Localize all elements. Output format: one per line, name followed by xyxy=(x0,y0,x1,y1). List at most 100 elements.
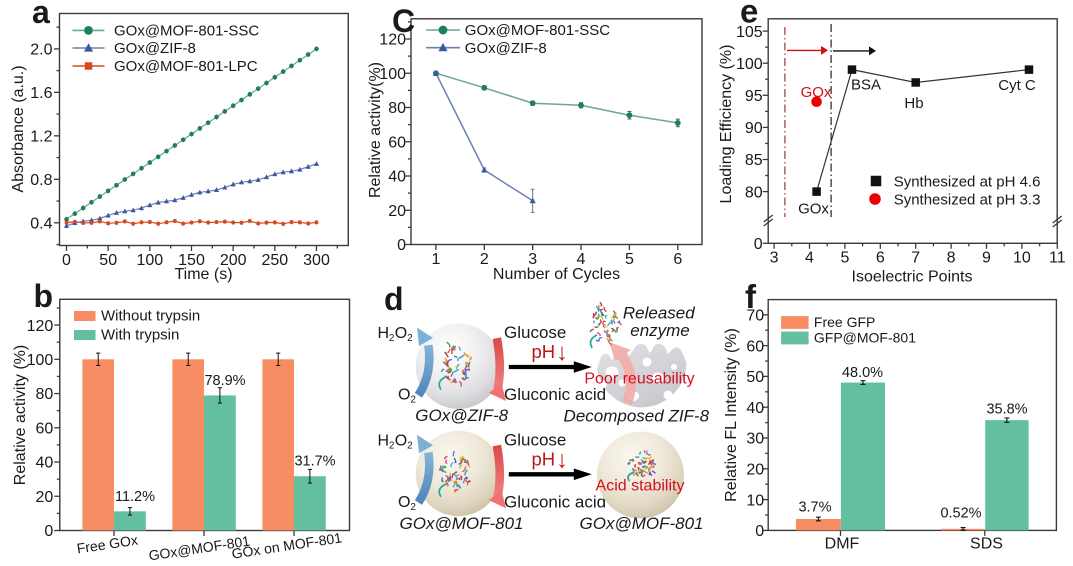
svg-text:0: 0 xyxy=(754,236,763,253)
svg-text:150: 150 xyxy=(178,252,205,269)
svg-text:Hb: Hb xyxy=(904,95,923,112)
svg-text:Number of Cycles: Number of Cycles xyxy=(493,266,620,283)
svg-text:0.4: 0.4 xyxy=(30,216,52,233)
svg-text:GOx@ZIF-8: GOx@ZIF-8 xyxy=(415,406,508,425)
svg-text:Isoelectric Points: Isoelectric Points xyxy=(852,269,973,286)
svg-text:2: 2 xyxy=(410,395,416,406)
svg-text:20: 20 xyxy=(388,203,406,220)
svg-text:10: 10 xyxy=(1013,250,1031,267)
svg-text:100: 100 xyxy=(27,352,54,369)
svg-text:48.0%: 48.0% xyxy=(842,365,883,381)
svg-text:0: 0 xyxy=(62,252,71,269)
svg-text:GOx@MOF-801: GOx@MOF-801 xyxy=(400,514,524,533)
svg-text:4: 4 xyxy=(805,250,814,267)
svg-text:8: 8 xyxy=(947,250,956,267)
svg-text:O: O xyxy=(395,325,407,342)
svg-text:300: 300 xyxy=(303,252,330,269)
svg-text:95: 95 xyxy=(745,88,763,105)
svg-text:2: 2 xyxy=(410,502,416,513)
svg-text:6: 6 xyxy=(876,250,885,267)
svg-text:H: H xyxy=(378,432,390,449)
svg-text:2: 2 xyxy=(389,440,395,451)
svg-text:Gluconic acid: Gluconic acid xyxy=(504,385,606,404)
svg-text:With trypsin: With trypsin xyxy=(101,327,179,344)
svg-text:20: 20 xyxy=(746,462,764,479)
svg-text:Poor reusability: Poor reusability xyxy=(584,371,694,388)
svg-text:GOx: GOx xyxy=(801,84,832,101)
svg-text:Synthesized at pH 3.3: Synthesized at pH 3.3 xyxy=(894,191,1041,208)
svg-text:31.7%: 31.7% xyxy=(294,454,335,470)
svg-text:Absorbance (a.u.): Absorbance (a.u.) xyxy=(10,65,27,192)
svg-text:Free GFP: Free GFP xyxy=(814,314,875,330)
svg-text:0: 0 xyxy=(397,237,406,254)
svg-text:60: 60 xyxy=(388,134,406,151)
svg-text:Released: Released xyxy=(623,304,695,323)
svg-text:105: 105 xyxy=(736,24,763,41)
svg-text:GOx@MOF-801: GOx@MOF-801 xyxy=(580,514,704,533)
svg-text:200: 200 xyxy=(220,252,247,269)
svg-text:1.2: 1.2 xyxy=(30,129,52,146)
svg-text:a: a xyxy=(32,0,50,30)
svg-text:Time (s): Time (s) xyxy=(174,266,232,283)
svg-text:60: 60 xyxy=(36,421,54,438)
svg-text:Gluconic acid: Gluconic acid xyxy=(504,493,606,512)
svg-text:GOx@ZIF-8: GOx@ZIF-8 xyxy=(465,40,547,57)
svg-text:Cyt C: Cyt C xyxy=(998,77,1036,94)
svg-text:b: b xyxy=(34,278,54,314)
svg-text:40: 40 xyxy=(388,169,406,186)
svg-text:90: 90 xyxy=(745,120,763,137)
svg-text:3: 3 xyxy=(528,251,537,268)
svg-text:120: 120 xyxy=(27,318,54,335)
svg-text:2.0: 2.0 xyxy=(30,42,52,59)
svg-text:2: 2 xyxy=(480,251,489,268)
svg-text:SDS: SDS xyxy=(970,536,1003,553)
svg-text:0: 0 xyxy=(44,523,53,540)
svg-text:4: 4 xyxy=(577,251,586,268)
svg-text:GOx: GOx xyxy=(798,201,829,218)
svg-text:1.6: 1.6 xyxy=(30,85,52,102)
svg-text:120: 120 xyxy=(379,32,406,49)
svg-text:100: 100 xyxy=(136,252,163,269)
svg-text:Without trypsin: Without trypsin xyxy=(101,308,200,325)
svg-text:GOx@MOF-801-LPC: GOx@MOF-801-LPC xyxy=(114,58,258,75)
svg-text:pH: pH xyxy=(532,341,556,362)
svg-text:↓: ↓ xyxy=(556,447,568,474)
svg-text:Loading Efficiency (%): Loading Efficiency (%) xyxy=(718,45,735,204)
svg-text:GOx@MOF-801-SSC: GOx@MOF-801-SSC xyxy=(114,23,259,40)
svg-text:60: 60 xyxy=(746,338,764,355)
svg-text:0.8: 0.8 xyxy=(30,172,52,189)
svg-text:250: 250 xyxy=(261,252,288,269)
svg-text:3.7%: 3.7% xyxy=(798,500,831,516)
svg-text:↓: ↓ xyxy=(556,339,568,366)
svg-text:11: 11 xyxy=(1049,250,1066,267)
svg-text:70: 70 xyxy=(746,308,764,325)
svg-text:H: H xyxy=(378,325,390,342)
svg-text:85: 85 xyxy=(745,152,763,169)
svg-text:5: 5 xyxy=(840,250,849,267)
svg-text:80: 80 xyxy=(36,386,54,403)
svg-text:0.52%: 0.52% xyxy=(940,506,981,522)
svg-text:O: O xyxy=(395,432,407,449)
svg-text:GOx@ZIF-8: GOx@ZIF-8 xyxy=(114,40,196,57)
svg-text:80: 80 xyxy=(388,100,406,117)
svg-text:80: 80 xyxy=(745,184,763,201)
svg-text:11.2%: 11.2% xyxy=(115,489,155,505)
svg-text:Acid stability: Acid stability xyxy=(596,478,685,495)
svg-text:Glucose: Glucose xyxy=(504,430,566,449)
svg-text:30: 30 xyxy=(746,431,764,448)
svg-text:2: 2 xyxy=(407,440,413,451)
svg-text:Glucose: Glucose xyxy=(504,323,566,342)
svg-text:O: O xyxy=(398,494,410,511)
svg-text:10: 10 xyxy=(746,492,764,509)
svg-text:Synthesized at pH 4.6: Synthesized at pH 4.6 xyxy=(894,173,1041,190)
svg-text:9: 9 xyxy=(982,250,991,267)
svg-text:O: O xyxy=(398,387,410,404)
svg-text:enzyme: enzyme xyxy=(630,321,690,340)
svg-text:7: 7 xyxy=(911,250,920,267)
svg-text:Relative activity(%): Relative activity(%) xyxy=(367,62,384,198)
svg-text:2: 2 xyxy=(407,333,413,344)
svg-text:BSA: BSA xyxy=(851,77,881,94)
svg-text:GOx@MOF-801-SSC: GOx@MOF-801-SSC xyxy=(465,22,610,39)
svg-text:50: 50 xyxy=(746,369,764,386)
svg-text:pH: pH xyxy=(532,448,556,469)
